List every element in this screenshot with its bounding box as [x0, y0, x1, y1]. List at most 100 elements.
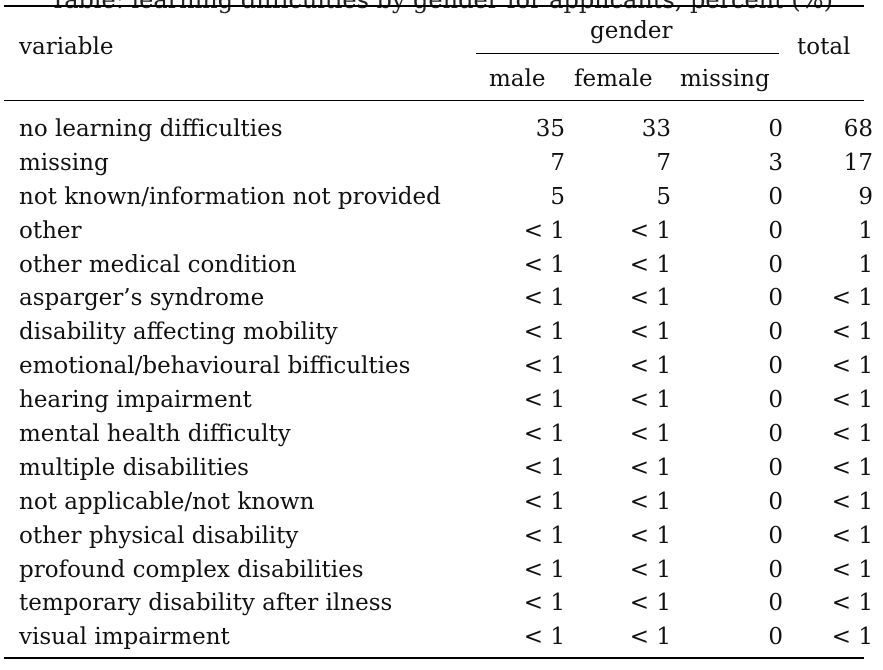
cell-missing: 0: [768, 590, 783, 617]
table-row: profound complex disabilities < 1 < 1 0 < 1: [0, 553, 873, 587]
cell-female: < 1: [629, 590, 671, 617]
cell-total: < 1: [831, 590, 873, 617]
cell-missing: 0: [768, 319, 783, 346]
cell-female: < 1: [629, 420, 671, 447]
cell-male: 7: [550, 149, 565, 176]
cell-male: < 1: [523, 624, 565, 651]
cell-male: < 1: [523, 420, 565, 447]
header-male: male: [489, 66, 546, 92]
table-row: emotional/behavioural bifficulties < 1 < 1…: [0, 349, 873, 383]
cell-female: 7: [656, 149, 671, 176]
table-row: not applicable/not known < 1 < 1 0 < 1: [0, 485, 873, 519]
cell-missing: 0: [768, 454, 783, 481]
row-label: other: [19, 217, 82, 244]
cell-missing: 0: [768, 387, 783, 414]
cell-female: < 1: [629, 488, 671, 515]
row-label: missing: [19, 149, 109, 176]
cell-male: < 1: [523, 217, 565, 244]
table-row: multiple disabilities < 1 < 1 0 < 1: [0, 451, 873, 485]
cell-total: < 1: [831, 319, 873, 346]
row-label: other physical disability: [19, 522, 299, 549]
table-row: hearing impairment < 1 < 1 0 < 1: [0, 383, 873, 417]
table-row: other medical condition < 1 < 1 0 1: [0, 248, 873, 282]
cell-female: < 1: [629, 217, 671, 244]
top-rule: [4, 5, 864, 7]
cell-total: < 1: [831, 387, 873, 414]
cell-male: < 1: [523, 488, 565, 515]
cell-missing: 0: [768, 522, 783, 549]
table-row: other < 1 < 1 0 1: [0, 214, 873, 248]
row-label: multiple disabilities: [19, 454, 249, 481]
cell-female: < 1: [629, 319, 671, 346]
cell-male: < 1: [523, 556, 565, 583]
cell-total: 1: [858, 251, 873, 278]
row-label: not applicable/not known: [19, 488, 315, 515]
cell-total: 9: [858, 183, 873, 210]
cell-total: < 1: [831, 285, 873, 312]
table-caption-clipped: Table: learning difficulties by gender f…: [50, 0, 833, 14]
row-label: no learning difficulties: [19, 115, 283, 142]
cell-female: < 1: [629, 454, 671, 481]
cell-male: < 1: [523, 522, 565, 549]
cell-missing: 0: [768, 353, 783, 380]
row-label: asparger’s syndrome: [19, 285, 265, 312]
cell-total: < 1: [831, 454, 873, 481]
table-body: no learning difficulties 35 33 0 68 missing 7 7…: [0, 112, 873, 654]
table-row: disability affecting mobility < 1 < 1 0 < 1: [0, 315, 873, 349]
cell-female: < 1: [629, 387, 671, 414]
cell-missing: 3: [768, 149, 783, 176]
cell-female: < 1: [629, 251, 671, 278]
data-table: no learning difficulties 35 33 0 68 missing 7 7…: [0, 112, 873, 654]
header-missing: missing: [680, 66, 770, 92]
cell-total: < 1: [831, 420, 873, 447]
header-total: total: [797, 34, 851, 60]
cell-female: < 1: [629, 522, 671, 549]
cell-missing: 0: [768, 488, 783, 515]
cell-female: < 1: [629, 285, 671, 312]
cell-missing: 0: [768, 285, 783, 312]
table-row: missing 7 7 3 17: [0, 146, 873, 180]
cell-female: 5: [656, 183, 671, 210]
cell-male: 5: [550, 183, 565, 210]
cell-male: < 1: [523, 590, 565, 617]
cell-male: < 1: [523, 319, 565, 346]
cell-missing: 0: [768, 183, 783, 210]
cell-total: < 1: [831, 353, 873, 380]
table-row: temporary disability after ilness < 1 < 1 0…: [0, 586, 873, 620]
row-label: mental health difficulty: [19, 420, 291, 447]
table-row: mental health difficulty < 1 < 1 0 < 1: [0, 417, 873, 451]
row-label: hearing impairment: [19, 387, 252, 414]
row-label: visual impairment: [19, 624, 230, 651]
cell-male: 35: [535, 115, 565, 142]
table-row: other physical disability < 1 < 1 0 < 1: [0, 519, 873, 553]
header-female: female: [574, 66, 653, 92]
cell-total: 17: [843, 149, 873, 176]
cell-missing: 0: [768, 115, 783, 142]
cell-total: < 1: [831, 624, 873, 651]
table-row: asparger’s syndrome < 1 < 1 0 < 1: [0, 281, 873, 315]
cell-male: < 1: [523, 251, 565, 278]
cell-total: 1: [858, 217, 873, 244]
cell-missing: 0: [768, 624, 783, 651]
row-label: temporary disability after ilness: [19, 590, 393, 617]
cell-missing: 0: [768, 420, 783, 447]
cell-female: < 1: [629, 353, 671, 380]
row-label: not known/information not provided: [19, 183, 441, 210]
table-row: visual impairment < 1 < 1 0 < 1: [0, 620, 873, 654]
cell-total: < 1: [831, 556, 873, 583]
table-row: not known/information not provided 5 5 0 9: [0, 180, 873, 214]
bottom-rule: [4, 657, 864, 659]
cell-male: < 1: [523, 285, 565, 312]
header-gender: gender: [590, 18, 673, 44]
cell-missing: 0: [768, 217, 783, 244]
cell-missing: 0: [768, 556, 783, 583]
row-label: emotional/behavioural bifficulties: [19, 353, 411, 380]
cell-missing: 0: [768, 251, 783, 278]
table-row: no learning difficulties 35 33 0 68: [0, 112, 873, 146]
cell-total: < 1: [831, 488, 873, 515]
cell-male: < 1: [523, 387, 565, 414]
cell-male: < 1: [523, 454, 565, 481]
cell-total: < 1: [831, 522, 873, 549]
header-variable: variable: [19, 34, 114, 60]
cell-female: 33: [641, 115, 671, 142]
